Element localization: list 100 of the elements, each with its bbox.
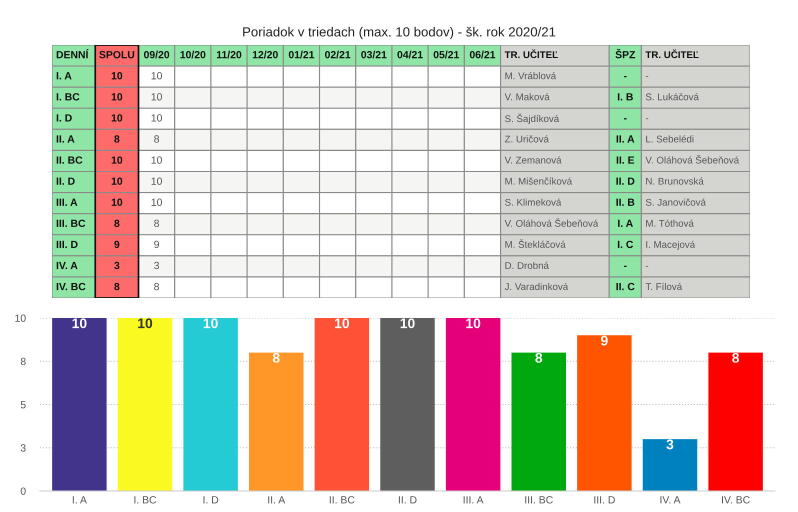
text: II. A	[616, 135, 634, 143]
x-tick-label: I. A	[72, 496, 87, 504]
category-label: 04/21	[397, 50, 423, 58]
data-label: 10	[204, 318, 218, 328]
data-label: 10	[466, 318, 480, 328]
category-label: 05/21	[434, 50, 460, 58]
category-label: TR. UČITEĽ	[646, 49, 699, 58]
text: S. Janovičová	[646, 198, 706, 206]
y-tick-label: 10	[15, 314, 26, 322]
x-tick-label: I. BC	[134, 496, 156, 504]
text: J. Varadinková	[504, 282, 568, 290]
text: 8	[114, 135, 120, 143]
x-tick-label: III. D	[594, 496, 615, 504]
text: V. Maková	[504, 93, 550, 100]
text: -	[624, 76, 627, 78]
category-label: TR. UČITEĽ	[504, 49, 558, 58]
category-label: DENNÍ	[56, 49, 89, 58]
category-label: 06/21	[470, 50, 496, 58]
text: I. B	[618, 93, 633, 100]
x-tick-label: I. D	[203, 496, 218, 504]
bar	[577, 335, 632, 491]
text: I. D	[56, 114, 72, 122]
text: 10	[112, 93, 122, 101]
bar	[446, 318, 500, 491]
x-tick-label: III. BC	[525, 496, 553, 504]
text: I. BC	[56, 93, 80, 101]
text: S. Klimeková	[505, 198, 562, 206]
text: M. Tóthová	[646, 220, 694, 227]
text: M. Mišenčíková	[505, 177, 572, 185]
text: I. A	[56, 72, 72, 80]
bar	[52, 318, 107, 491]
text: II. E	[616, 156, 634, 164]
text: -	[646, 76, 648, 77]
text: -	[624, 266, 627, 267]
text: -	[624, 118, 627, 120]
x-tick-label: II. D	[398, 496, 417, 504]
text: 3	[114, 262, 120, 270]
category-label: 02/21	[325, 50, 350, 58]
text: 10	[152, 72, 162, 80]
text: V. Zemanová	[504, 156, 562, 164]
text: 10	[152, 156, 162, 164]
text: II. BC	[56, 156, 82, 164]
text: S. Šajdíková	[505, 114, 560, 124]
data-label: 3	[666, 439, 674, 450]
text: III. A	[56, 198, 78, 206]
text: 3	[154, 262, 160, 270]
y-tick-label: 3	[20, 444, 26, 452]
text: I. A	[618, 220, 633, 227]
text: II. A	[56, 135, 74, 143]
text: Z. Uričová	[504, 135, 549, 142]
text: 8	[154, 282, 160, 290]
data-label: 10	[400, 318, 415, 328]
y-tick-label: 8	[20, 358, 26, 366]
data-label: 8	[732, 352, 740, 363]
text: IV. A	[56, 262, 78, 270]
text: 10	[112, 177, 122, 185]
text: II. C	[616, 282, 635, 290]
text: II. B	[616, 198, 634, 206]
text: N. Brunovská	[646, 177, 704, 185]
text: I. C	[618, 240, 634, 248]
bar	[380, 318, 435, 491]
bar	[249, 352, 304, 491]
y-tick-label: 5	[20, 401, 26, 408]
text: 8	[114, 282, 120, 290]
bar	[118, 318, 172, 491]
text: 10	[152, 177, 162, 185]
text: Poriadok v triedach (max. 10 bodov) - šk. rok 2020/21	[243, 26, 556, 40]
text: 8	[154, 220, 160, 228]
text: -	[646, 118, 648, 120]
text: S. Lukáčová	[646, 93, 699, 100]
x-tick-label: II. A	[268, 496, 286, 504]
text: 8	[154, 135, 160, 143]
bar	[183, 318, 238, 491]
text: T. Fílová	[646, 282, 682, 290]
category-label: 12/20	[252, 50, 278, 58]
text: 9	[114, 240, 120, 248]
text: 10	[152, 198, 162, 206]
text: 10	[112, 156, 122, 164]
text: 9	[154, 240, 160, 248]
category-label: 09/20	[144, 50, 170, 58]
category-label: SPOLU	[99, 50, 134, 58]
text: II. D	[616, 178, 634, 185]
y-tick-label: 0	[20, 488, 26, 495]
data-label: 8	[272, 352, 280, 363]
text: V. Oláhová Šebeňová	[504, 218, 598, 227]
bar	[642, 439, 698, 491]
text: 10	[112, 72, 122, 80]
x-tick-label: III. A	[464, 496, 484, 504]
text: 10	[152, 93, 162, 101]
text: -	[646, 266, 648, 267]
data-label: 10	[138, 318, 152, 328]
text: 10	[112, 114, 122, 122]
data-label: 10	[72, 318, 87, 328]
category-label: 03/21	[361, 50, 387, 58]
data-label: 9	[600, 336, 608, 346]
text: M. Vráblová	[505, 72, 556, 80]
bar	[512, 352, 566, 491]
x-tick-label: IV. A	[660, 496, 681, 504]
text: L. Sebelédi	[646, 135, 694, 142]
bar	[314, 318, 370, 491]
